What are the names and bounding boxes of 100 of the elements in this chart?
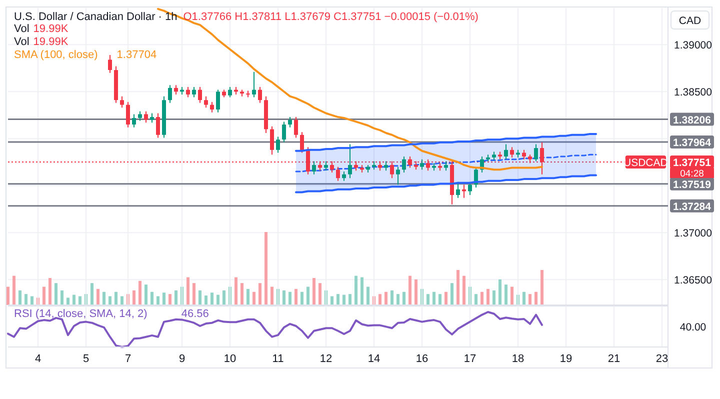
candlestick xyxy=(156,112,160,138)
candlestick xyxy=(324,160,328,172)
bar xyxy=(354,276,358,305)
candlestick xyxy=(198,86,202,104)
bar xyxy=(30,296,34,305)
ref-line-label: 1.38206 xyxy=(673,114,712,126)
bar xyxy=(396,294,400,305)
bar xyxy=(414,279,418,305)
bar xyxy=(444,292,448,305)
candlestick xyxy=(246,90,250,98)
candlestick xyxy=(120,96,124,108)
bar xyxy=(330,296,334,305)
candlestick xyxy=(258,86,262,104)
x-tick-label: 7 xyxy=(124,353,132,365)
bar xyxy=(198,290,202,305)
bar xyxy=(222,290,226,305)
bar xyxy=(78,296,82,305)
candlestick xyxy=(150,112,154,124)
x-tick-label: 16 xyxy=(416,353,428,365)
bar xyxy=(102,292,106,305)
candlestick xyxy=(342,171,346,182)
bar xyxy=(24,294,28,305)
x-tick-label: 11 xyxy=(272,353,284,365)
bar xyxy=(318,283,322,305)
candlestick xyxy=(312,160,316,175)
bar xyxy=(462,276,466,305)
candlestick xyxy=(108,54,112,74)
bar xyxy=(66,298,70,305)
text: SMA (100, close) xyxy=(14,49,98,61)
bar xyxy=(438,294,442,305)
annotation: 46.56 xyxy=(181,308,209,320)
bar xyxy=(492,290,496,305)
annotation: Vol 19.99K xyxy=(14,36,69,48)
bar xyxy=(348,294,352,305)
bar xyxy=(480,292,484,305)
candlestick xyxy=(462,184,466,198)
x-tick-label: 17 xyxy=(464,353,476,365)
candlestick xyxy=(228,86,232,98)
chart-title: U.S. Dollar / Canadian Dollar · 1h xyxy=(14,11,178,23)
annotation: Vol 19.99K xyxy=(14,23,69,35)
candlestick xyxy=(270,126,274,156)
candlestick xyxy=(192,86,196,98)
bar xyxy=(48,278,52,305)
candlestick xyxy=(126,101,130,128)
bar xyxy=(450,283,454,305)
bar xyxy=(528,294,532,305)
x-tick-label: 14 xyxy=(368,353,380,365)
bar xyxy=(108,296,112,305)
bar xyxy=(456,270,460,305)
bar xyxy=(234,277,238,305)
bar xyxy=(294,288,298,305)
bar xyxy=(390,290,394,305)
bar xyxy=(168,294,172,305)
series-label: RSI (14, close, SMA, 14, 2) xyxy=(14,308,148,320)
chart-subtitle: O1.37766 H1.37811 L1.37679 C1.37751 −0.00015 (−0.01%) xyxy=(183,11,478,23)
bar xyxy=(378,294,382,305)
y-tick-label: 1.38500 xyxy=(674,86,712,99)
annotation: 1.37704 xyxy=(116,49,157,61)
bar xyxy=(288,292,292,305)
bar xyxy=(240,283,244,305)
x-tick-label: 19 xyxy=(560,353,572,365)
bar xyxy=(60,290,64,305)
bar xyxy=(162,292,166,305)
bar xyxy=(144,284,148,305)
candlestick xyxy=(174,84,178,95)
bar xyxy=(408,276,412,305)
bar xyxy=(90,283,94,305)
bar xyxy=(504,284,508,305)
candlestick xyxy=(216,89,220,113)
candlestick xyxy=(300,132,304,154)
bar xyxy=(432,292,436,305)
candlestick xyxy=(186,86,190,98)
candlestick xyxy=(282,121,286,143)
candlestick xyxy=(348,144,352,179)
bar xyxy=(18,290,22,305)
bar xyxy=(6,286,10,305)
x-tick-label: 12 xyxy=(320,353,332,365)
bar xyxy=(210,292,214,305)
bar xyxy=(150,292,154,305)
candlestick xyxy=(444,160,448,172)
bar xyxy=(342,294,346,305)
bar xyxy=(270,286,274,305)
x-tick-label: 5 xyxy=(82,353,90,365)
bar xyxy=(246,288,250,305)
bar xyxy=(264,232,268,305)
bar xyxy=(258,283,262,305)
bar xyxy=(156,296,160,305)
bar xyxy=(522,292,526,305)
bar xyxy=(402,292,406,305)
bar xyxy=(114,292,118,305)
bar xyxy=(300,292,304,305)
text: 04:28 xyxy=(680,168,704,180)
candlestick xyxy=(132,114,136,128)
ref-line-label: 1.37751 xyxy=(673,157,712,170)
candlestick xyxy=(336,166,340,182)
candlestick xyxy=(510,146,514,158)
bar xyxy=(96,288,100,305)
y-tick-label: 1.39000 xyxy=(674,40,712,52)
y-axis-title: CAD xyxy=(678,15,702,27)
ref-line-label: 1.37519 xyxy=(673,178,712,191)
